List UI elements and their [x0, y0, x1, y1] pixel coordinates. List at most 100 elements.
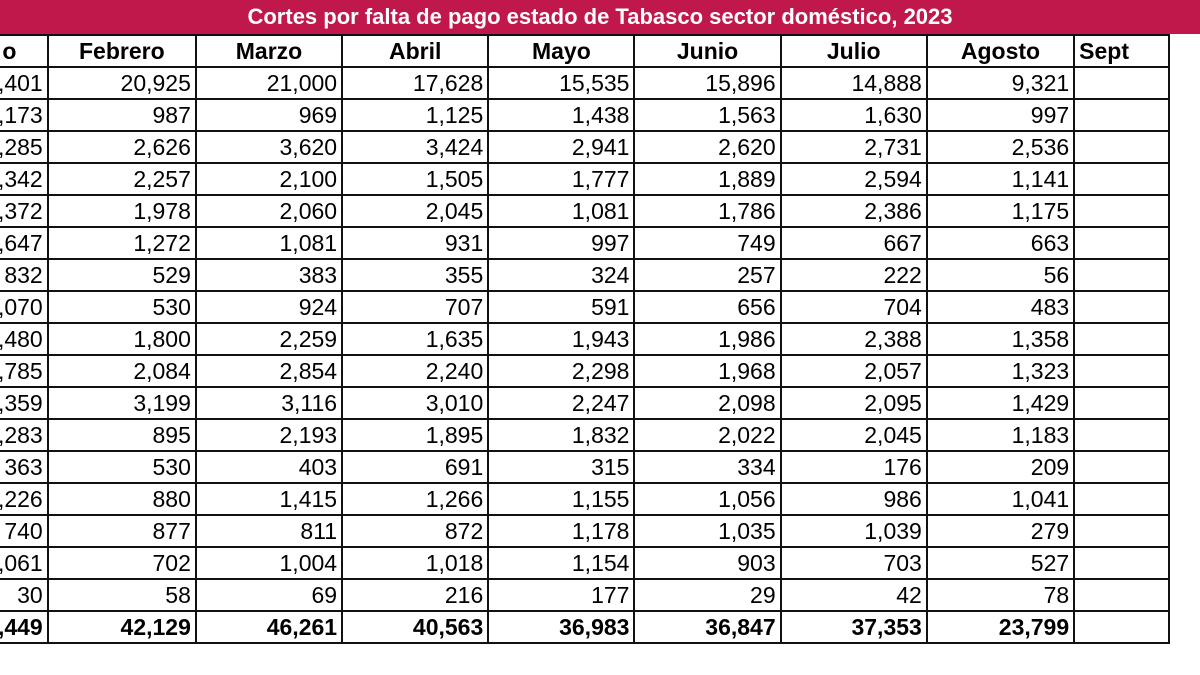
- header-row: o Febrero Marzo Abril Mayo Junio Julio Agosto Se…: [0, 34, 1170, 68]
- table-cell: 257: [633, 258, 782, 292]
- table-cell: 1,889: [633, 162, 782, 196]
- column-header: Julio: [779, 34, 928, 68]
- table-row: 363 530 403 691 315 334 176 209: [0, 450, 1170, 484]
- column-header: Sept: [1073, 34, 1170, 68]
- table-cell: 20,925: [46, 66, 197, 100]
- table-cell: 21,000: [194, 66, 344, 100]
- table-cell: 740: [0, 514, 49, 548]
- table-cell: 1,175: [925, 194, 1076, 228]
- table-cell: ,359: [0, 386, 49, 420]
- table-cell: ,342: [0, 162, 49, 196]
- table-cell: 17,628: [341, 66, 490, 100]
- table-cell: 530: [46, 450, 197, 484]
- table-cell: 1,429: [925, 386, 1076, 420]
- table-cell: 707: [341, 290, 490, 324]
- table-cell: 2,240: [341, 354, 490, 388]
- table-cell: 176: [779, 450, 928, 484]
- table-cell: 986: [779, 482, 928, 516]
- table-cell: 324: [487, 258, 636, 292]
- table-cell: 78: [925, 578, 1076, 612]
- table-cell: 872: [341, 514, 490, 548]
- table-cell: [1073, 450, 1170, 484]
- table-cell: 2,022: [633, 418, 782, 452]
- table-cell: ,785: [0, 354, 49, 388]
- table-cell: 2,084: [46, 354, 197, 388]
- table-cell: 3,424: [341, 130, 490, 164]
- table-cell: 1,141: [925, 162, 1076, 196]
- table-cell: 931: [341, 226, 490, 260]
- table-cell: ,372: [0, 194, 49, 228]
- table-cell: 9,321: [925, 66, 1076, 100]
- table-cell: 1,438: [487, 98, 636, 132]
- table-row: ,647 1,272 1,081 931 997 749 667 663: [0, 226, 1170, 260]
- table-cell: [1073, 66, 1170, 100]
- table-cell: 1,125: [341, 98, 490, 132]
- table-cell: 1,786: [633, 194, 782, 228]
- table-cell: 1,978: [46, 194, 197, 228]
- table-cell: ,283: [0, 418, 49, 452]
- table-cell: 1,415: [194, 482, 344, 516]
- table-cell: 15,896: [633, 66, 782, 100]
- table-cell: 14,888: [779, 66, 928, 100]
- table-cell: 1,056: [633, 482, 782, 516]
- table-cell: 1,039: [779, 514, 928, 548]
- table-cell: 2,620: [633, 130, 782, 164]
- table-cell: 2,298: [487, 354, 636, 388]
- table-row: ,283 895 2,193 1,895 1,832 2,022 2,045 1,183: [0, 418, 1170, 452]
- table-cell: 2,941: [487, 130, 636, 164]
- table-cell: 58: [46, 578, 197, 612]
- table-cell: 2,247: [487, 386, 636, 420]
- table-cell: [1073, 258, 1170, 292]
- column-header: o: [0, 34, 49, 68]
- table-cell: 527: [925, 546, 1076, 580]
- table-cell: 811: [194, 514, 344, 548]
- table-cell: 880: [46, 482, 197, 516]
- table-cell: 209: [925, 450, 1076, 484]
- table-cell: ,401: [0, 66, 49, 100]
- table-cell: 1,505: [341, 162, 490, 196]
- table-cell: 3,199: [46, 386, 197, 420]
- table-row: ,401 20,925 21,000 17,628 15,535 15,896 14,888…: [0, 66, 1170, 100]
- table-cell: 2,060: [194, 194, 344, 228]
- table-cell: 2,388: [779, 322, 928, 356]
- table-cell: 279: [925, 514, 1076, 548]
- table-cell: [1073, 514, 1170, 548]
- table-cell: 997: [487, 226, 636, 260]
- table-cell: 315: [487, 450, 636, 484]
- table-cell: [1073, 290, 1170, 324]
- table-cell: 2,731: [779, 130, 928, 164]
- table-cell: 56: [925, 258, 1076, 292]
- column-header: Marzo: [194, 34, 344, 68]
- table-cell: 1,832: [487, 418, 636, 452]
- total-cell: 37,353: [779, 610, 928, 644]
- table-cell: 177: [487, 578, 636, 612]
- table-cell: [1073, 98, 1170, 132]
- table-row: ,285 2,626 3,620 3,424 2,941 2,620 2,731 2,536: [0, 130, 1170, 164]
- table-cell: 15,535: [487, 66, 636, 100]
- table-cell: 2,854: [194, 354, 344, 388]
- table-cell: 903: [633, 546, 782, 580]
- table-cell: [1073, 226, 1170, 260]
- table-row: ,480 1,800 2,259 1,635 1,943 1,986 2,388 1,358: [0, 322, 1170, 356]
- table-cell: 42: [779, 578, 928, 612]
- table-cell: 1,630: [779, 98, 928, 132]
- total-row: ,449 42,129 46,261 40,563 36,983 36,847 37,353…: [0, 610, 1170, 644]
- table-cell: 591: [487, 290, 636, 324]
- column-header: Junio: [633, 34, 782, 68]
- table-cell: 222: [779, 258, 928, 292]
- table-cell: 1,004: [194, 546, 344, 580]
- table-cell: 1,081: [194, 226, 344, 260]
- table-body: ,401 20,925 21,000 17,628 15,535 15,896 14,888…: [0, 66, 1170, 644]
- total-cell: 46,261: [194, 610, 344, 644]
- table-cell: 656: [633, 290, 782, 324]
- table-cell: 895: [46, 418, 197, 452]
- table-cell: 2,257: [46, 162, 197, 196]
- table-cell: 529: [46, 258, 197, 292]
- table-cell: 383: [194, 258, 344, 292]
- table-row: ,342 2,257 2,100 1,505 1,777 1,889 2,594 1,141: [0, 162, 1170, 196]
- table-cell: [1073, 482, 1170, 516]
- table-cell: 2,193: [194, 418, 344, 452]
- table-cell: 30: [0, 578, 49, 612]
- table-cell: 1,041: [925, 482, 1076, 516]
- table-row: ,785 2,084 2,854 2,240 2,298 1,968 2,057 1,323: [0, 354, 1170, 388]
